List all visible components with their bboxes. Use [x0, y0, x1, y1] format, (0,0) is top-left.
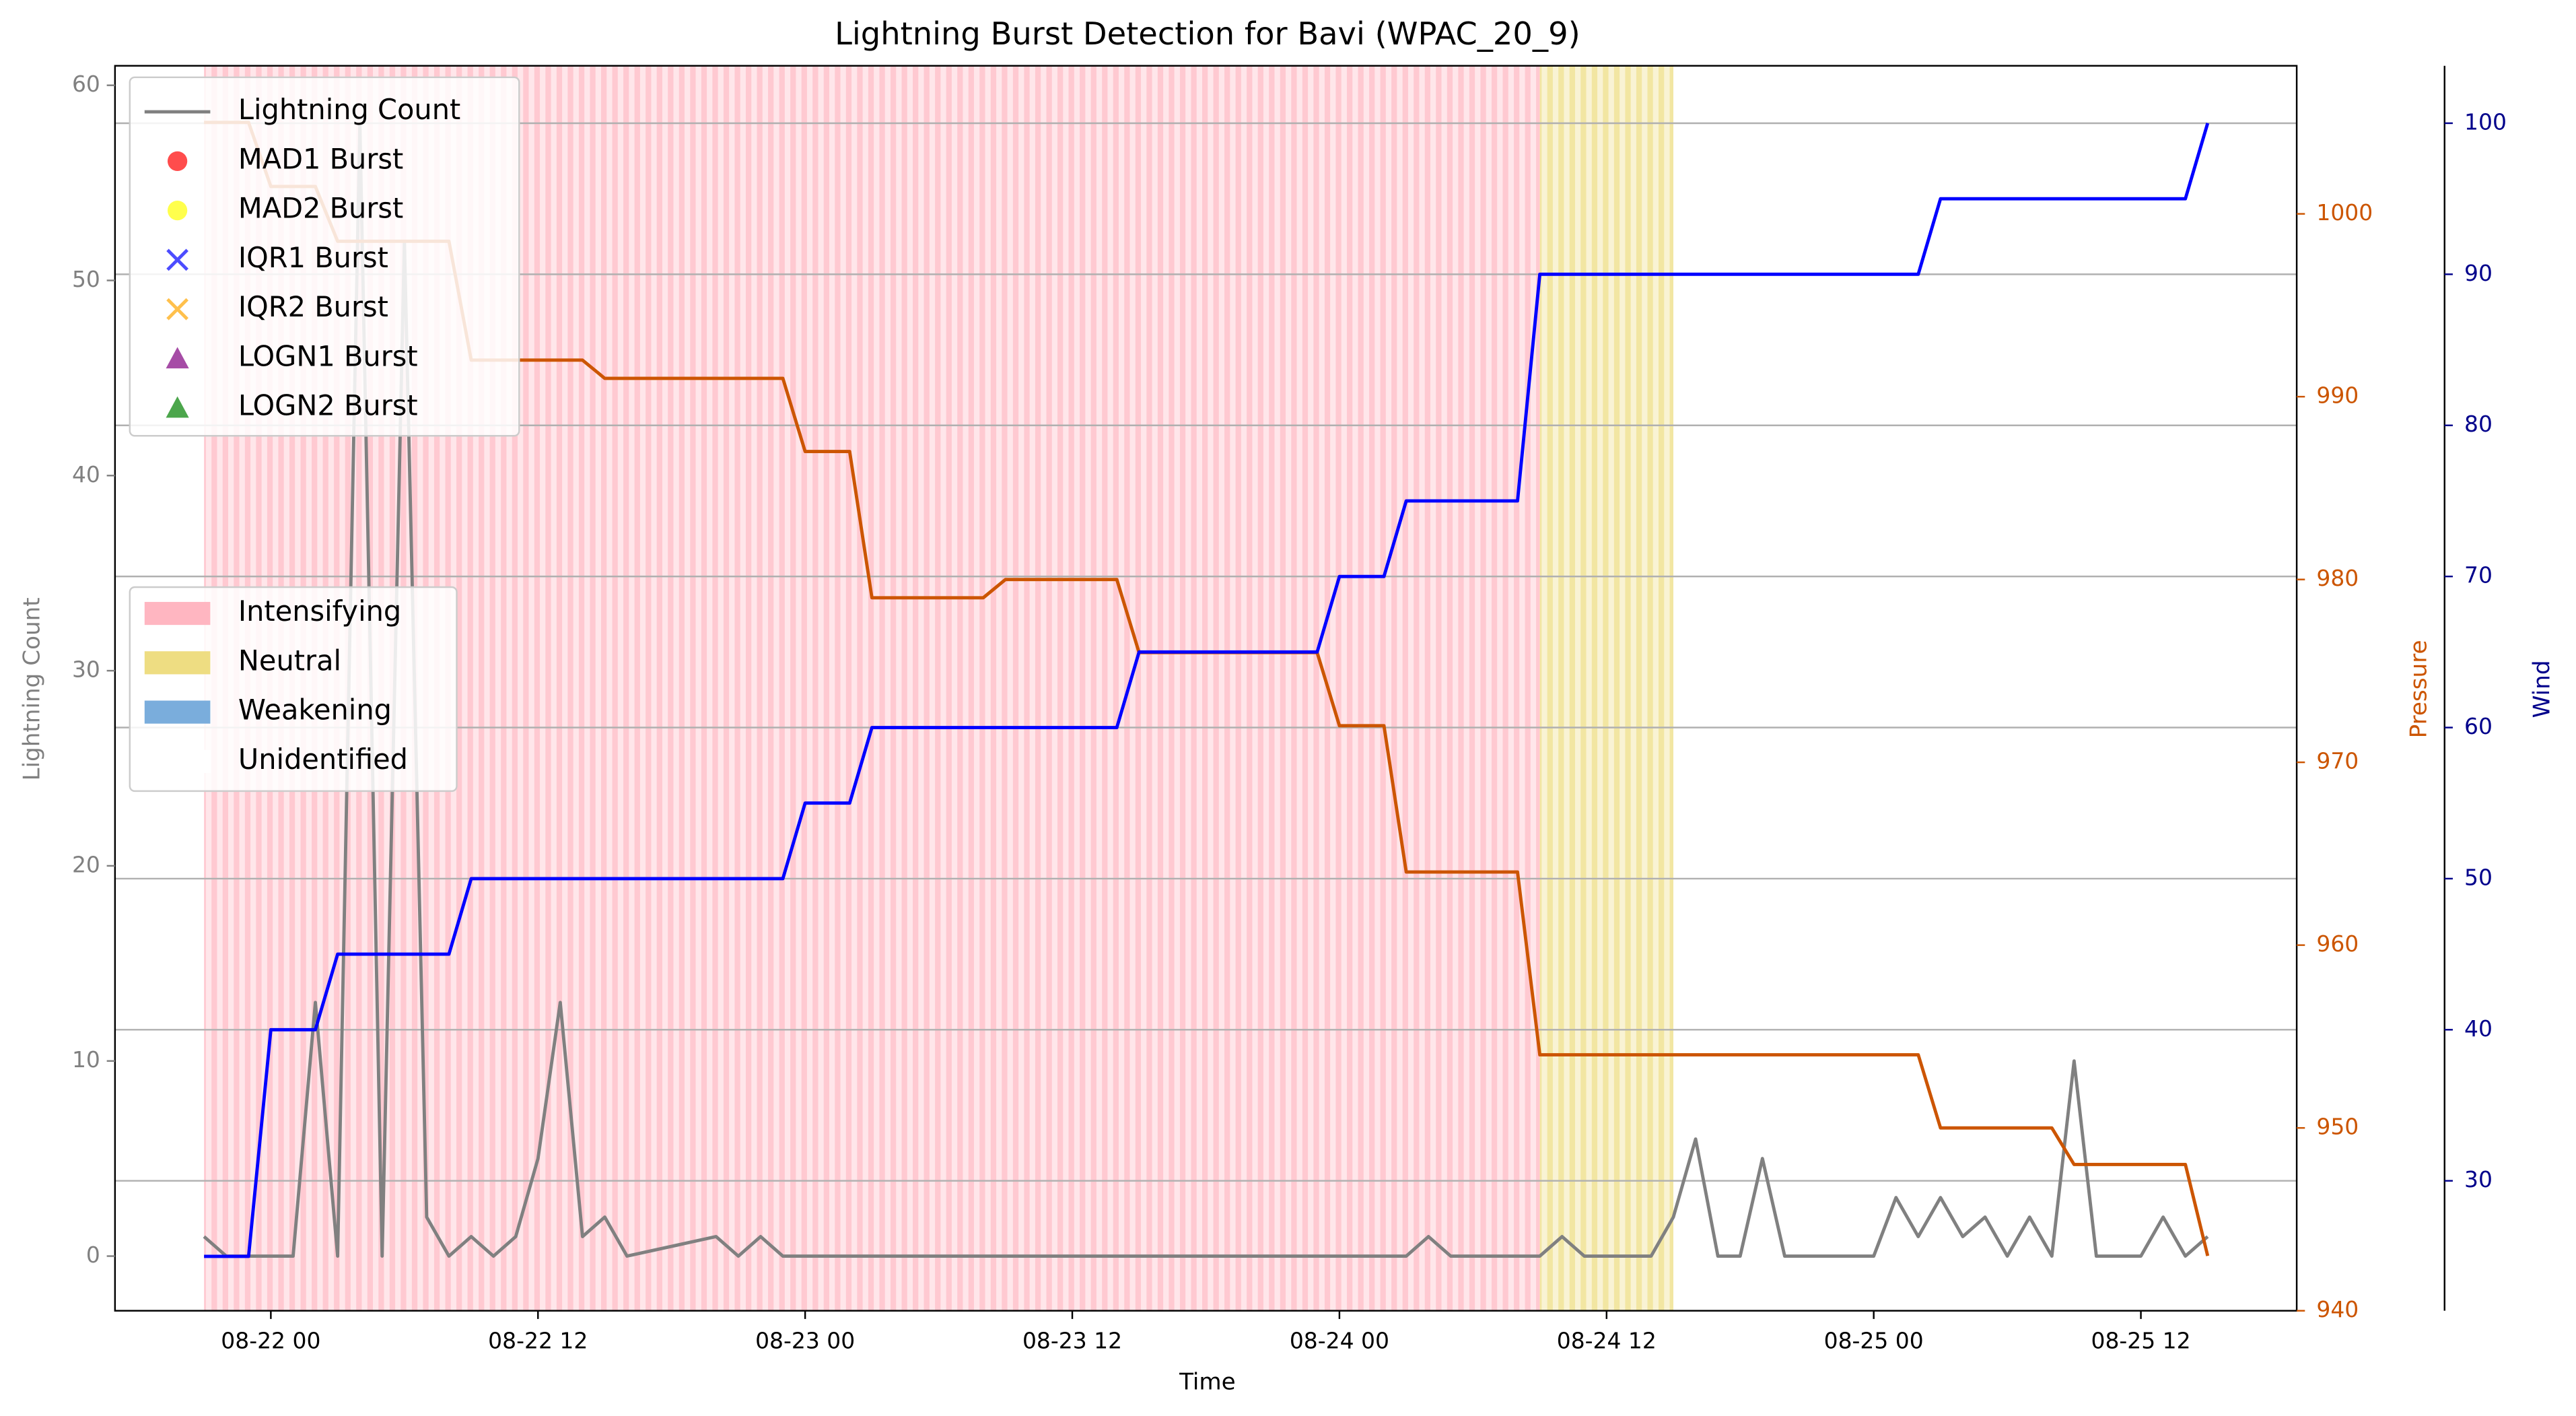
x-tick-label: 08-22 00	[221, 1328, 320, 1354]
y-tick-label: 20	[72, 851, 100, 877]
legend-patch	[144, 749, 211, 773]
x-axis-label: Time	[1179, 1369, 1236, 1396]
x-tick-label: 08-23 00	[755, 1328, 855, 1354]
y2-tick-label: 960	[2316, 931, 2359, 957]
y2-tick-label: 940	[2316, 1296, 2359, 1322]
legend-bursts: Lightning Count MAD1 Burst MAD2 Burst IQR1 …	[129, 76, 520, 437]
x-tick-label: 08-24 12	[1557, 1328, 1657, 1354]
legend-marker	[166, 298, 188, 321]
y3-tick-label: 80	[2464, 411, 2493, 437]
legend-label: MAD1 Burst	[238, 142, 403, 175]
y2-tick-label: 980	[2316, 565, 2359, 591]
legend-marker	[166, 396, 189, 418]
chart-title: Lightning Burst Detection for Bavi (WPAC…	[835, 15, 1580, 52]
legend-marker	[167, 200, 188, 221]
y-tick-label: 30	[72, 656, 100, 683]
legend-label: MAD2 Burst	[238, 192, 403, 225]
legend-label: IQR2 Burst	[238, 290, 388, 323]
legend-label: LOGN1 Burst	[238, 339, 418, 372]
legend-label: Intensifying	[238, 595, 401, 628]
x-tick-label: 08-23 12	[1022, 1328, 1122, 1354]
legend-label: Neutral	[238, 644, 341, 677]
y-tick-label: 10	[72, 1046, 100, 1073]
legend-marker	[167, 151, 188, 172]
phase-span	[1539, 65, 1674, 1311]
y3-tick-label: 60	[2464, 713, 2493, 739]
plot-frame	[114, 65, 2298, 1312]
series-line	[203, 123, 2209, 1258]
legend-patch	[144, 601, 211, 626]
legend-label: LOGN2 Burst	[238, 389, 418, 422]
y2-axis-label: Pressure	[2406, 640, 2433, 738]
legend-patch	[144, 651, 211, 675]
legend-patch	[144, 700, 211, 724]
y2-tick-label: 1000	[2316, 199, 2373, 226]
x-tick-label: 08-25 12	[2091, 1328, 2191, 1354]
legend-marker	[166, 248, 188, 271]
legend-marker	[166, 347, 189, 369]
x-tick-label: 08-25 00	[1824, 1328, 1924, 1354]
legend-label: Weakening	[238, 694, 392, 727]
legend-phases: Intensifying Neutral Weakening Unidentified	[129, 586, 458, 793]
legend-frame	[129, 586, 458, 793]
legend-label: Unidentified	[238, 743, 408, 776]
y3-tick-label: 90	[2464, 260, 2493, 286]
y-tick-label: 0	[86, 1242, 100, 1268]
y3-tick-label: 30	[2464, 1166, 2493, 1192]
y2-tick-label: 970	[2316, 748, 2359, 774]
x-tick-label: 08-24 00	[1290, 1328, 1389, 1354]
y3-axis-label: Wind	[2529, 660, 2556, 718]
y-tick-label: 60	[72, 71, 100, 97]
y-axis-label: Lightning Count	[18, 597, 45, 780]
series-line	[204, 123, 2210, 1258]
y-tick-label: 40	[72, 461, 100, 487]
legend-frame	[129, 76, 520, 437]
y3-tick-label: 40	[2464, 1015, 2493, 1042]
y3-tick-label: 50	[2464, 864, 2493, 890]
y-tick-label: 50	[72, 266, 100, 292]
y2-tick-label: 990	[2316, 382, 2359, 409]
y2-tick-label: 950	[2316, 1114, 2359, 1140]
axes-layer: 08-22 00 08-22 12 08-23 00 08-23 12 08-24 00…	[72, 65, 2507, 1354]
y3-tick-label: 100	[2464, 108, 2507, 135]
legend-label: IQR1 Burst	[238, 241, 388, 274]
x-tick-label: 08-22 12	[488, 1328, 588, 1354]
y3-tick-label: 70	[2464, 562, 2493, 588]
legend-label: Lightning Count	[238, 93, 460, 126]
